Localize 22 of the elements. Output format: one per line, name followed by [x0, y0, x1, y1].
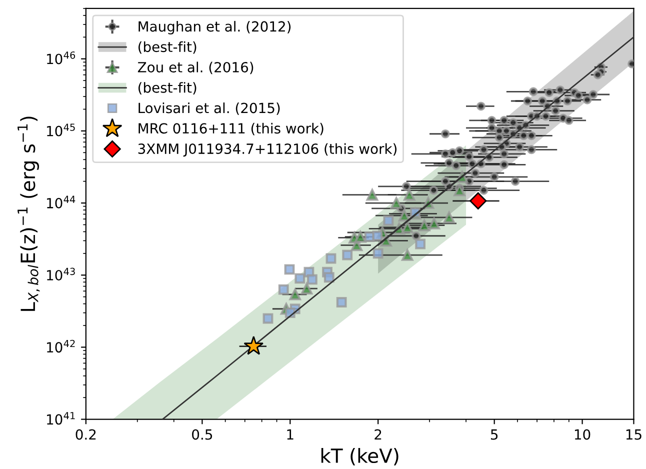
legend-label: Maughan et al. (2012) [138, 20, 291, 34]
legend-label: MRC 0116+111 (this work) [138, 122, 324, 136]
legend-label: (best-fit) [138, 82, 196, 94]
y-tick-label: 10$^{42}$ [47, 340, 75, 353]
x-tick-label: 1 [287, 429, 294, 440]
y-tick-label: 10$^{45}$ [47, 124, 75, 136]
y-axis-title: L$_{X,bol}$E(z)$^{−1}$ (erg s$^{−1}$) [18, 116, 40, 311]
y-tick-label: 10$^{44}$ [47, 196, 76, 208]
x-tick-label: 0.5 [192, 429, 212, 440]
legend-label: Lovisari et al. (2015) [138, 102, 280, 115]
x-tick-label: 10 [574, 429, 590, 440]
y-tick-label: 10$^{43}$ [47, 268, 75, 280]
x-tick-label: 5 [490, 429, 498, 440]
x-tick-label: 15 [626, 429, 642, 440]
x-tick-label: 2 [374, 429, 382, 440]
legend-label: (best-fit) [138, 41, 196, 54]
legend-label: Zou et al. (2016) [138, 62, 254, 74]
legend-label: 3XMM J011934.7+112106 (this work) [138, 143, 396, 157]
y-tick-label: 10$^{46}$ [47, 51, 76, 64]
x-axis-title: kT (keV) [321, 448, 398, 466]
x-tick-label: 0.2 [76, 429, 96, 440]
y-tick-label: 10$^{41}$ [47, 412, 75, 425]
